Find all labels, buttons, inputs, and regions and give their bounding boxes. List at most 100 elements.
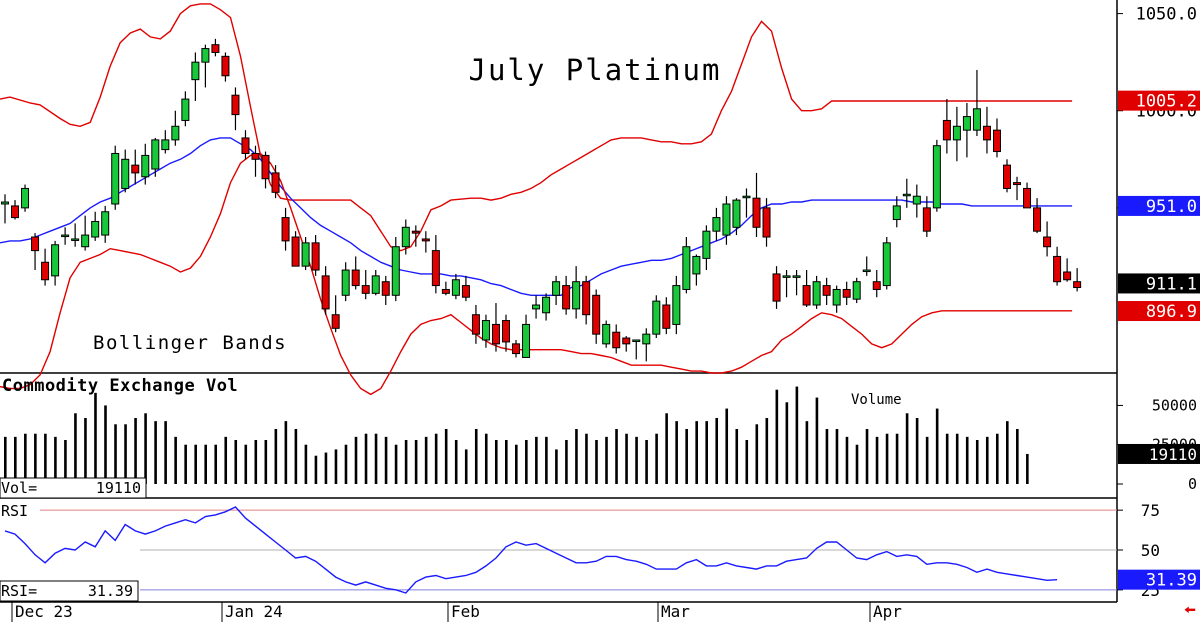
volume-bar bbox=[494, 440, 498, 484]
volume-bar bbox=[254, 440, 258, 484]
candle-down bbox=[251, 152, 260, 160]
volume-panel: 50000250000 Commodity Exchange Vol Volum… bbox=[0, 376, 1200, 499]
candle-down bbox=[802, 285, 811, 306]
candle-up bbox=[602, 323, 611, 345]
candle-down bbox=[752, 197, 761, 228]
volume-bar bbox=[995, 433, 999, 484]
volume-bar bbox=[244, 444, 248, 484]
volume-bar bbox=[444, 429, 448, 484]
volume-bar bbox=[164, 421, 167, 484]
candle-up bbox=[702, 230, 711, 259]
volume-bar bbox=[825, 429, 829, 484]
volume-readout-box bbox=[0, 477, 147, 499]
volume-bar bbox=[474, 429, 478, 484]
candle-down bbox=[211, 44, 220, 53]
candle-up bbox=[161, 139, 170, 151]
volume-readout-value: 19110 bbox=[96, 479, 141, 497]
price-tag-box bbox=[1118, 273, 1200, 294]
date-axis-label: Jan 24 bbox=[225, 602, 283, 621]
volume-bar bbox=[745, 440, 749, 484]
volume-bar bbox=[595, 440, 598, 484]
candle-down bbox=[241, 137, 250, 154]
candle-up bbox=[902, 193, 911, 197]
volume-bar bbox=[54, 436, 57, 484]
volume-bar bbox=[505, 440, 508, 484]
volume-bar bbox=[354, 436, 358, 484]
volume-bar bbox=[434, 433, 438, 484]
price-tag-box bbox=[1118, 195, 1200, 216]
volume-bar bbox=[464, 449, 468, 484]
rsi-tag-label: 31.39 bbox=[1146, 571, 1197, 591]
candle-up bbox=[101, 211, 110, 236]
volume-bar bbox=[154, 421, 157, 484]
candle-down bbox=[331, 314, 340, 329]
volume-bar bbox=[645, 440, 648, 484]
candle-down bbox=[562, 285, 571, 310]
candle-down bbox=[11, 205, 20, 219]
candle-up bbox=[191, 61, 200, 81]
rsi-tag-box bbox=[1118, 569, 1200, 590]
volume-panel-title: Commodity Exchange Vol bbox=[2, 376, 238, 396]
volume-bar bbox=[144, 413, 147, 484]
candle-down bbox=[311, 242, 320, 271]
candle-up bbox=[451, 279, 460, 296]
price-tag-label: 951.0 bbox=[1146, 197, 1197, 217]
volume-bar bbox=[454, 440, 458, 484]
candle-down bbox=[872, 281, 881, 290]
price-tag-box bbox=[1118, 301, 1200, 322]
volume-bar bbox=[935, 408, 939, 484]
candle-up bbox=[852, 281, 861, 300]
bollinger-bands-label: Bollinger Bands bbox=[93, 332, 287, 354]
candle-up bbox=[832, 288, 841, 306]
volume-bar bbox=[845, 436, 849, 484]
candle-up bbox=[71, 238, 80, 241]
candle-up bbox=[21, 187, 30, 209]
candle-up bbox=[732, 199, 741, 228]
volume-bar bbox=[234, 440, 238, 484]
volume-bar bbox=[765, 418, 769, 484]
volume-bar bbox=[44, 433, 47, 484]
candle-down bbox=[281, 217, 290, 242]
chart-title: July Platinum bbox=[469, 53, 722, 87]
volume-bar bbox=[805, 421, 809, 484]
volume-bar bbox=[104, 405, 107, 484]
candle-down bbox=[431, 250, 440, 287]
candle-up bbox=[812, 281, 821, 306]
volume-bar bbox=[274, 429, 278, 484]
volume-bar bbox=[685, 429, 688, 484]
candle-down bbox=[351, 269, 360, 287]
volume-bar bbox=[945, 433, 949, 484]
candle-down bbox=[662, 304, 671, 329]
rsi-line bbox=[4, 506, 1058, 594]
candle-down bbox=[982, 125, 991, 141]
volume-bar bbox=[324, 452, 328, 484]
rsi-readout-label: RSI= bbox=[1, 582, 37, 600]
candle-down bbox=[942, 119, 951, 141]
candle-up bbox=[61, 234, 70, 238]
volume-bar bbox=[785, 402, 789, 484]
candle-down bbox=[612, 331, 621, 349]
volume-tag-label: 19110 bbox=[1149, 445, 1197, 464]
volume-bar bbox=[184, 444, 187, 484]
volume-bar bbox=[84, 418, 87, 484]
candle-up bbox=[91, 220, 100, 238]
date-axis-label: Apr bbox=[873, 602, 902, 621]
volume-bar bbox=[14, 436, 17, 484]
volume-bar bbox=[364, 433, 368, 484]
volume-bar bbox=[94, 392, 97, 484]
volume-bar bbox=[535, 436, 538, 484]
candle-down bbox=[1003, 164, 1011, 189]
rsi-tick-label: 75 bbox=[1141, 501, 1160, 520]
volume-bar bbox=[985, 436, 989, 484]
volume-bar bbox=[194, 444, 197, 484]
candle-up bbox=[141, 154, 150, 178]
candle-down bbox=[1043, 236, 1052, 248]
panel-frames bbox=[0, 0, 1118, 603]
volume-bar bbox=[264, 440, 268, 484]
candle-up bbox=[532, 304, 541, 310]
scroll-left-arrow-icon[interactable]: 🠨 bbox=[1183, 601, 1196, 619]
candle-down bbox=[131, 164, 140, 174]
volume-bar bbox=[1026, 453, 1029, 484]
